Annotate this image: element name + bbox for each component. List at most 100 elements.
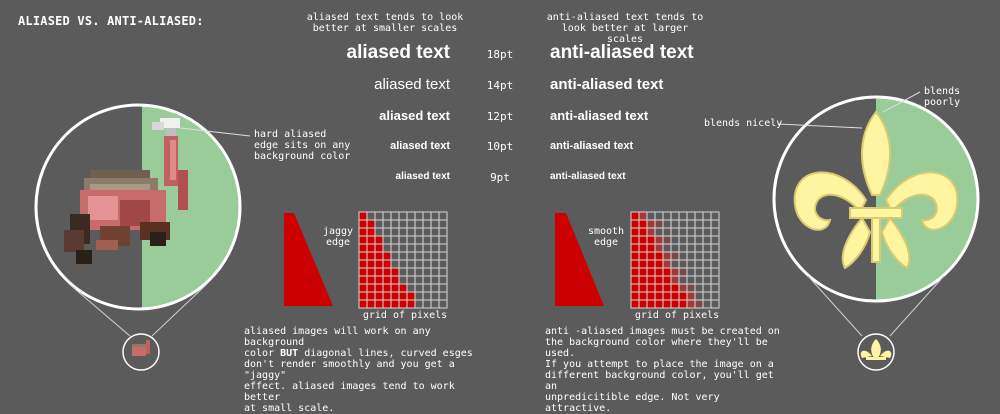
grid-cell xyxy=(662,283,672,293)
grid-cell xyxy=(694,243,704,253)
grid-cell xyxy=(406,211,416,221)
grid-cell xyxy=(686,267,696,277)
grid-cell xyxy=(654,219,664,229)
blends-nicely-callout: blends nicely xyxy=(704,118,783,129)
grid-cell xyxy=(646,275,656,285)
grid-cell xyxy=(398,235,408,245)
grid-cell xyxy=(646,219,656,229)
right-magnifier xyxy=(772,91,980,371)
grid-cell xyxy=(390,299,400,309)
grid-cell xyxy=(638,299,648,309)
grid-cell xyxy=(694,291,704,301)
furnace-sprite-icon xyxy=(64,118,188,264)
grid-cell xyxy=(390,235,400,245)
grid-cell xyxy=(438,283,448,293)
grid-cell xyxy=(686,243,696,253)
grid-cell xyxy=(414,211,424,221)
grid-cell xyxy=(710,243,720,253)
grid-cell xyxy=(390,267,400,277)
size-label-9: 9pt xyxy=(490,171,510,184)
grid-cell xyxy=(678,291,688,301)
grid-cell xyxy=(686,299,696,309)
hard-edge-callout-line3: background color xyxy=(254,151,351,162)
grid-cell xyxy=(382,299,392,309)
grid-cell xyxy=(638,219,648,229)
aliased-explanation-line4: effect. aliased images tend to work bett… xyxy=(244,381,455,403)
grid-cell xyxy=(646,235,656,245)
grid-cell xyxy=(662,291,672,301)
grid-cell xyxy=(406,283,416,293)
grid-cell xyxy=(710,291,720,301)
grid-cell xyxy=(430,227,440,237)
grid-cell xyxy=(398,299,408,309)
grid-cell xyxy=(702,219,712,229)
grid-cell xyxy=(358,299,368,309)
jaggy-edge-label: jaggy edge xyxy=(308,226,368,248)
grid-cell xyxy=(678,283,688,293)
grid-cell xyxy=(414,275,424,285)
size-label-12: 12pt xyxy=(486,110,514,123)
grid-cell xyxy=(422,283,432,293)
grid-cell xyxy=(406,251,416,261)
grid-cell xyxy=(654,299,664,309)
anti-explanation-line2: the background color where they'll be us… xyxy=(545,337,768,359)
grid-cell xyxy=(374,275,384,285)
grid-cell xyxy=(678,219,688,229)
aliased-text-14: aliased text xyxy=(374,76,450,93)
grid-cell xyxy=(366,211,376,221)
grid-cell xyxy=(702,275,712,285)
grid-cell xyxy=(702,251,712,261)
grid-cell xyxy=(654,251,664,261)
grid-cell xyxy=(662,259,672,269)
grid-cell xyxy=(382,251,392,261)
grid-cell xyxy=(630,267,640,277)
grid-cell xyxy=(710,235,720,245)
grid-cell xyxy=(390,291,400,301)
grid-cell xyxy=(678,275,688,285)
aliased-note-line2: better at smaller scales xyxy=(312,23,458,34)
anti-text-10: anti-aliased text xyxy=(550,140,634,152)
page-title: ALIASED VS. ANTI-ALIASED: xyxy=(18,14,204,28)
grid-cell xyxy=(638,283,648,293)
grid-cell xyxy=(430,243,440,253)
grid-cell xyxy=(678,243,688,253)
anti-explanation-line5: unpredicitible edge. Not very attractive… xyxy=(545,392,720,414)
anti-aliased-explanation: anti -aliased images must be created on … xyxy=(545,326,785,414)
grid-cell xyxy=(702,211,712,221)
grid-cell xyxy=(366,235,376,245)
grid-cell xyxy=(406,291,416,301)
aliased-explanation-line3: don't render smoothly and you get a "jag… xyxy=(244,359,455,381)
grid-cell xyxy=(430,211,440,221)
grid-cell xyxy=(630,251,640,261)
size-label-14: 14pt xyxy=(486,79,514,92)
grid-cell xyxy=(358,283,368,293)
grid-cell xyxy=(694,227,704,237)
anti-text-12: anti-aliased text xyxy=(550,108,649,123)
grid-cell xyxy=(414,251,424,261)
grid-cell xyxy=(414,219,424,229)
grid-cell xyxy=(630,299,640,309)
grid-cell xyxy=(710,299,720,309)
anti-explanation-line1: anti -aliased images must be created on xyxy=(545,326,780,337)
jaggy-edge-label-line1: jaggy xyxy=(322,226,354,237)
grid-cell xyxy=(422,275,432,285)
grid-cell xyxy=(670,235,680,245)
aliased-note: aliased text tends to look better at sma… xyxy=(300,12,470,34)
grid-cell xyxy=(374,219,384,229)
grid-cell xyxy=(654,243,664,253)
anti-text-14: anti-aliased text xyxy=(550,76,664,93)
grid-cell xyxy=(406,267,416,277)
grid-cell xyxy=(694,235,704,245)
grid-cell xyxy=(694,267,704,277)
grid-cell xyxy=(366,227,376,237)
grid-cell xyxy=(662,211,672,221)
aliased-explanation-line5: at small scale. xyxy=(244,403,335,414)
aliased-text-18: aliased text xyxy=(346,42,451,63)
grid-cell xyxy=(638,227,648,237)
grid-cell xyxy=(662,227,672,237)
grid-cell xyxy=(398,283,408,293)
grid-cell xyxy=(382,219,392,229)
grid-cell xyxy=(390,243,400,253)
grid-cell xyxy=(702,299,712,309)
grid-cell xyxy=(710,219,720,229)
